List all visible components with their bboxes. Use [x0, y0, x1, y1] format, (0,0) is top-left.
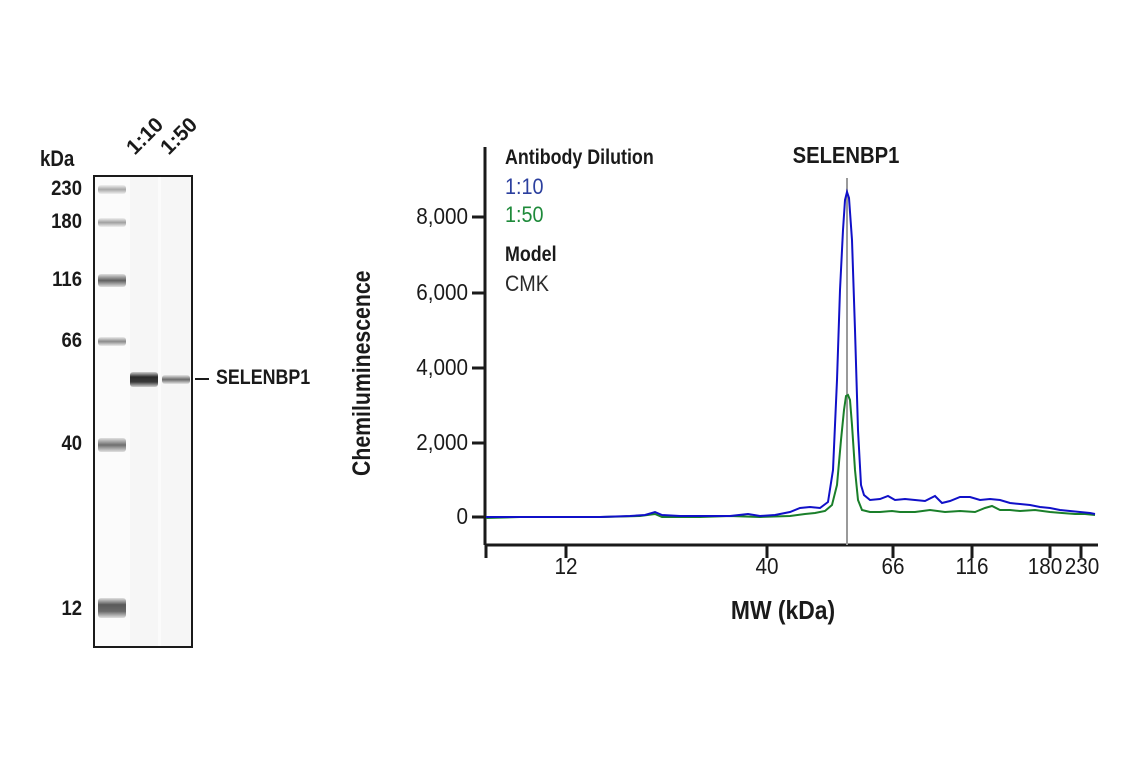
x-axis-label: MW (kDa)	[730, 595, 836, 625]
lane-1-50	[161, 177, 191, 646]
marker-label-116: 116	[52, 268, 82, 291]
target-indicator-line	[195, 378, 209, 380]
series-line-1-10	[486, 188, 1096, 518]
x-ticks	[484, 545, 1083, 558]
y-ticks	[472, 215, 485, 519]
marker-label-66: 66	[61, 329, 82, 352]
blot-unit-label: kDa	[40, 146, 75, 171]
lane-1-10	[130, 177, 158, 646]
y-tick-label-6000: 6,000	[416, 279, 468, 305]
x-tick-label-180: 180	[1027, 553, 1063, 579]
y-tick-label-8000: 8,000	[416, 203, 468, 229]
marker-label-230: 230	[51, 177, 82, 200]
legend-model-title: Model	[505, 243, 557, 266]
x-tick-label-230: 230	[1064, 553, 1100, 579]
sample-band-1-10	[130, 372, 158, 387]
y-tick-label-2000: 2,000	[416, 429, 468, 455]
target-label: SELENBP1	[216, 366, 311, 389]
ladder-band-12	[98, 598, 126, 618]
ladder-band-180	[98, 218, 126, 227]
x-tick-label-66: 66	[881, 553, 905, 579]
ladder-band-66	[98, 337, 126, 346]
ladder-band-40	[98, 438, 126, 452]
series-line-1-50	[485, 393, 1096, 519]
chart-title: SELENBP1	[792, 142, 900, 168]
marker-label-180: 180	[51, 210, 82, 233]
legend-title: Antibody Dilution	[505, 146, 654, 169]
x-tick-label-116: 116	[955, 553, 989, 579]
ladder-band-116	[98, 274, 126, 287]
x-tick-label-12: 12	[554, 553, 578, 579]
legend-item-1-10: 1:10	[505, 174, 544, 199]
legend-item-1-50: 1:50	[505, 202, 544, 227]
blot-image	[93, 175, 193, 648]
y-tick-label-0: 0	[456, 503, 468, 529]
y-tick-label-4000: 4,000	[416, 354, 468, 380]
marker-label-12: 12	[61, 597, 82, 620]
x-tick-label-40: 40	[755, 553, 779, 579]
sample-band-1-50	[162, 375, 190, 384]
ladder-band-230	[98, 185, 126, 194]
marker-label-40: 40	[61, 432, 82, 455]
legend-model-value: CMK	[505, 271, 550, 296]
